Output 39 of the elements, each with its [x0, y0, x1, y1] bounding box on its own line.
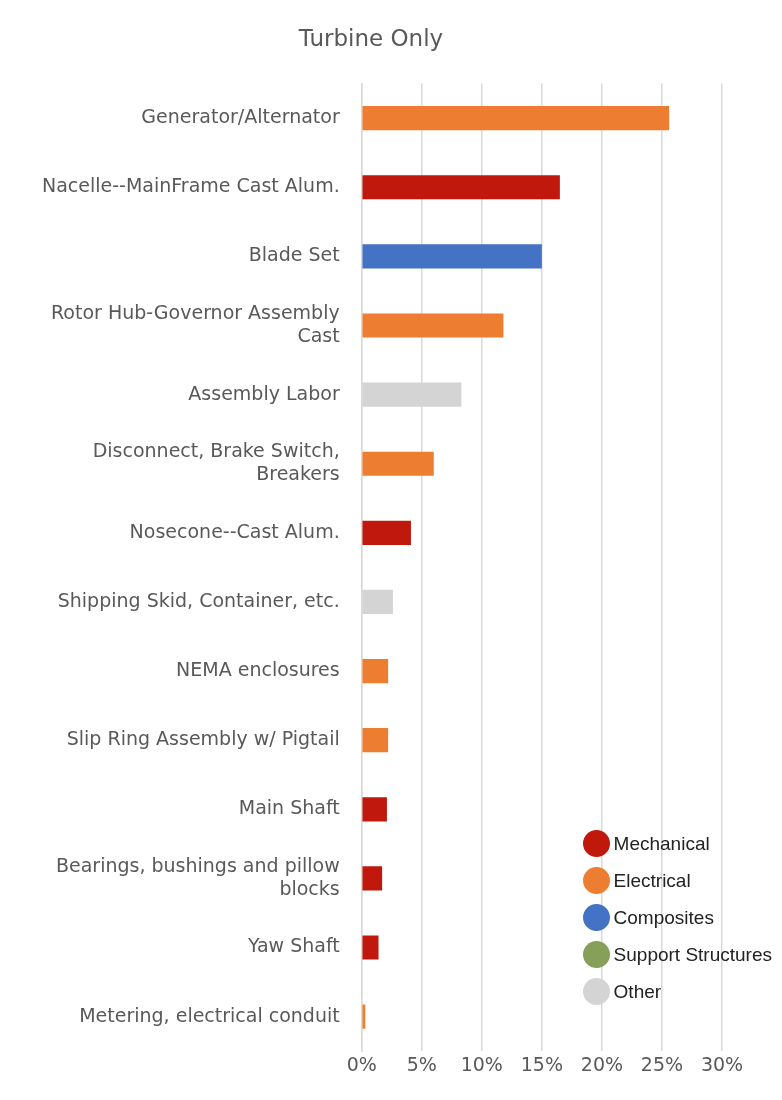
x-tick-label: 10%: [460, 1052, 503, 1075]
bar: [362, 1004, 366, 1029]
legend-label: Composites: [613, 906, 714, 929]
chart-title: Turbine Only: [297, 24, 444, 51]
bar: [362, 244, 542, 269]
x-tick-label: 0%: [346, 1052, 377, 1075]
legend-label: Other: [613, 980, 662, 1003]
x-tick-label: 15%: [520, 1052, 563, 1075]
bar: [362, 935, 379, 960]
y-tick-label: Yaw Shaft: [246, 934, 340, 957]
y-tick-label: Shipping Skid, Container, etc.: [57, 588, 340, 611]
bar: [362, 313, 504, 338]
y-tick-label: Slip Ring Assembly w/ Pigtail: [66, 727, 340, 750]
legend-label: Electrical: [613, 869, 691, 892]
y-tick-label: Nacelle--MainFrame Cast Alum.: [41, 174, 340, 197]
y-tick-label: Generator/Alternator: [141, 105, 340, 128]
bar: [362, 175, 560, 200]
x-tick-label: 5%: [406, 1052, 437, 1075]
bar: [362, 797, 387, 822]
legend-label: Support Structures: [613, 943, 772, 966]
bar: [362, 451, 434, 476]
y-tick-label: Disconnect, Brake Switch, Breakers: [92, 439, 340, 485]
y-tick-label: Assembly Labor: [188, 381, 340, 404]
y-tick-label: Rotor Hub-Governor Assembly Cast: [51, 301, 340, 346]
x-tick-label: 25%: [640, 1052, 684, 1075]
bar: [362, 106, 670, 131]
bar: [362, 866, 383, 891]
y-tick-label: Bearings, bushings and pillow blocks: [55, 853, 340, 899]
bar: [362, 658, 389, 684]
x-tick-label: 30%: [700, 1052, 744, 1075]
legend-label: Mechanical: [613, 832, 710, 855]
bar: [362, 728, 389, 753]
y-tick-label: Metering, electrical conduit: [79, 1003, 340, 1026]
x-tick-label: 20%: [580, 1052, 624, 1075]
y-tick-label: Main Shaft: [238, 796, 340, 819]
y-tick-label: NEMA enclosures: [176, 658, 340, 681]
bar: [362, 520, 411, 545]
y-tick-label: Nosecone--Cast Alum.: [129, 519, 340, 542]
y-tick-label: Blade Set: [248, 243, 340, 266]
